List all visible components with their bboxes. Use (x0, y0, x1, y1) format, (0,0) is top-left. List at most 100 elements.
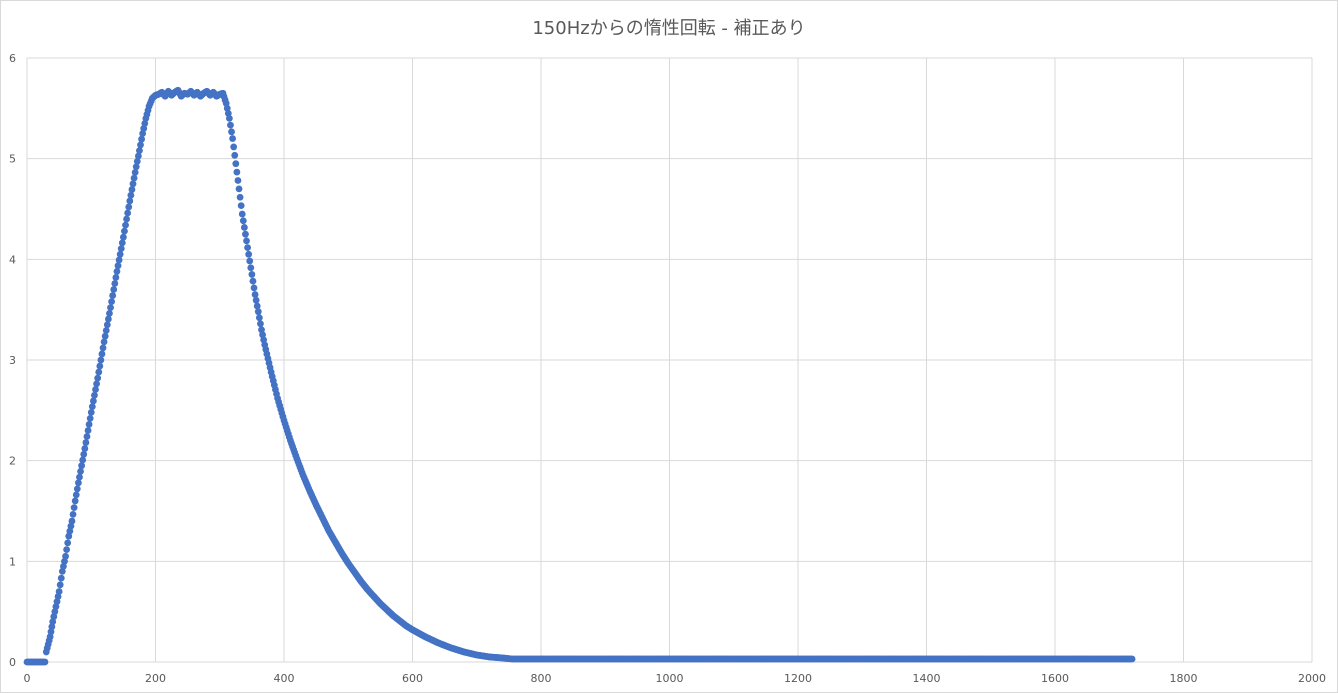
data-point-fill (89, 397, 97, 405)
data-point-fill (118, 239, 126, 247)
y-tick-label: 4 (9, 253, 16, 266)
data-point-fill (228, 128, 235, 136)
data-point-fill (137, 141, 144, 149)
data-point-fill (79, 456, 87, 464)
data-point (116, 250, 124, 258)
y-tick-label: 1 (9, 555, 16, 568)
data-point-fill (257, 320, 264, 328)
data-point-fill (111, 280, 119, 287)
data-point (123, 215, 130, 223)
data-point-fill (112, 274, 120, 281)
data-point (225, 115, 233, 122)
data-point-fill (95, 368, 103, 376)
data-point-fill (134, 152, 142, 160)
data-point (126, 197, 134, 205)
data-point-fill (138, 135, 145, 143)
data-point-fill (231, 151, 239, 159)
data-point-fill (85, 421, 93, 428)
data-point-fill (109, 292, 117, 299)
data-point-fill (239, 217, 247, 225)
data-point (254, 308, 262, 316)
data-point (87, 408, 95, 416)
data-point (129, 180, 137, 188)
data-point-fill (83, 433, 91, 440)
chart-title: 150Hzからの惰性回転 - 補正あり (532, 18, 806, 39)
x-tick-label: 800 (531, 672, 552, 685)
data-point-fill (77, 468, 84, 475)
data-point-fill (86, 414, 94, 422)
x-tick-label: 1200 (784, 672, 812, 685)
y-tick-label: 0 (9, 656, 16, 669)
data-point-fill (237, 202, 245, 210)
x-tick-label: 2000 (1298, 672, 1326, 685)
data-point-fill (98, 350, 106, 358)
data-point-fill (122, 221, 129, 229)
data-point-fill (230, 143, 238, 151)
data-point-fill (57, 574, 65, 582)
data-point-fill (101, 332, 109, 340)
data-point (1128, 655, 1136, 663)
data-point-fill (82, 439, 90, 446)
data-point (110, 286, 118, 293)
data-point-fill (253, 302, 261, 310)
data-point-fill (99, 344, 107, 352)
data-point-fill (70, 504, 78, 512)
data-point-fill (121, 227, 128, 235)
data-point (229, 135, 237, 142)
data-point-fill (56, 581, 64, 589)
data-point-fill (63, 546, 71, 553)
x-tick-label: 1000 (656, 672, 684, 685)
data-point (232, 160, 240, 168)
data-point-fill (240, 224, 248, 231)
data-point-fill (234, 177, 242, 184)
data-point (119, 233, 127, 241)
data-point (113, 268, 121, 275)
data-point-fill (250, 284, 258, 292)
data-point-fill (252, 296, 260, 304)
data-point-fill (47, 628, 55, 636)
y-tick-label: 3 (9, 354, 16, 367)
data-point-fill (131, 169, 139, 176)
data-point-fill (93, 380, 101, 388)
x-tick-label: 1800 (1170, 672, 1198, 685)
data-point (132, 163, 140, 171)
data-point-fill (92, 386, 99, 393)
data-point-fill (127, 191, 135, 199)
data-point (91, 391, 98, 399)
data-point-fill (130, 174, 138, 182)
data-point-fill (243, 237, 250, 245)
data-point-fill (255, 314, 263, 322)
data-point-fill (69, 510, 77, 518)
data-point (55, 588, 63, 595)
data-point-fill (124, 209, 132, 217)
data-point-fill (246, 257, 254, 265)
tick-labels: 0 200 400 600 800 1000 1200 1400 1600 1800 2000 0 1 2… (9, 52, 1326, 685)
data-point (242, 230, 249, 238)
data-point-fill (96, 362, 104, 370)
x-tick-label: 400 (274, 672, 295, 685)
data-point (78, 462, 86, 470)
data-point (75, 479, 82, 487)
data-point (100, 338, 108, 346)
data-point-fill (125, 203, 133, 211)
data-point-fill (128, 186, 136, 193)
data-point (238, 210, 246, 218)
data-point (62, 552, 69, 560)
data-point (94, 374, 102, 382)
data-point (103, 321, 111, 329)
gridlines (26, 57, 1313, 663)
data-point-fill (227, 121, 234, 129)
data-point-fill (114, 262, 122, 270)
data-point (251, 291, 259, 298)
data-point (245, 250, 253, 258)
data-point (71, 497, 79, 505)
y-tick-label: 2 (9, 455, 16, 468)
y-tick-label: 5 (9, 153, 16, 166)
data-point (81, 445, 89, 452)
data-point (68, 517, 76, 525)
data-point-fill (80, 450, 88, 458)
data-point-fill (244, 244, 251, 251)
data-point-fill (72, 491, 80, 499)
